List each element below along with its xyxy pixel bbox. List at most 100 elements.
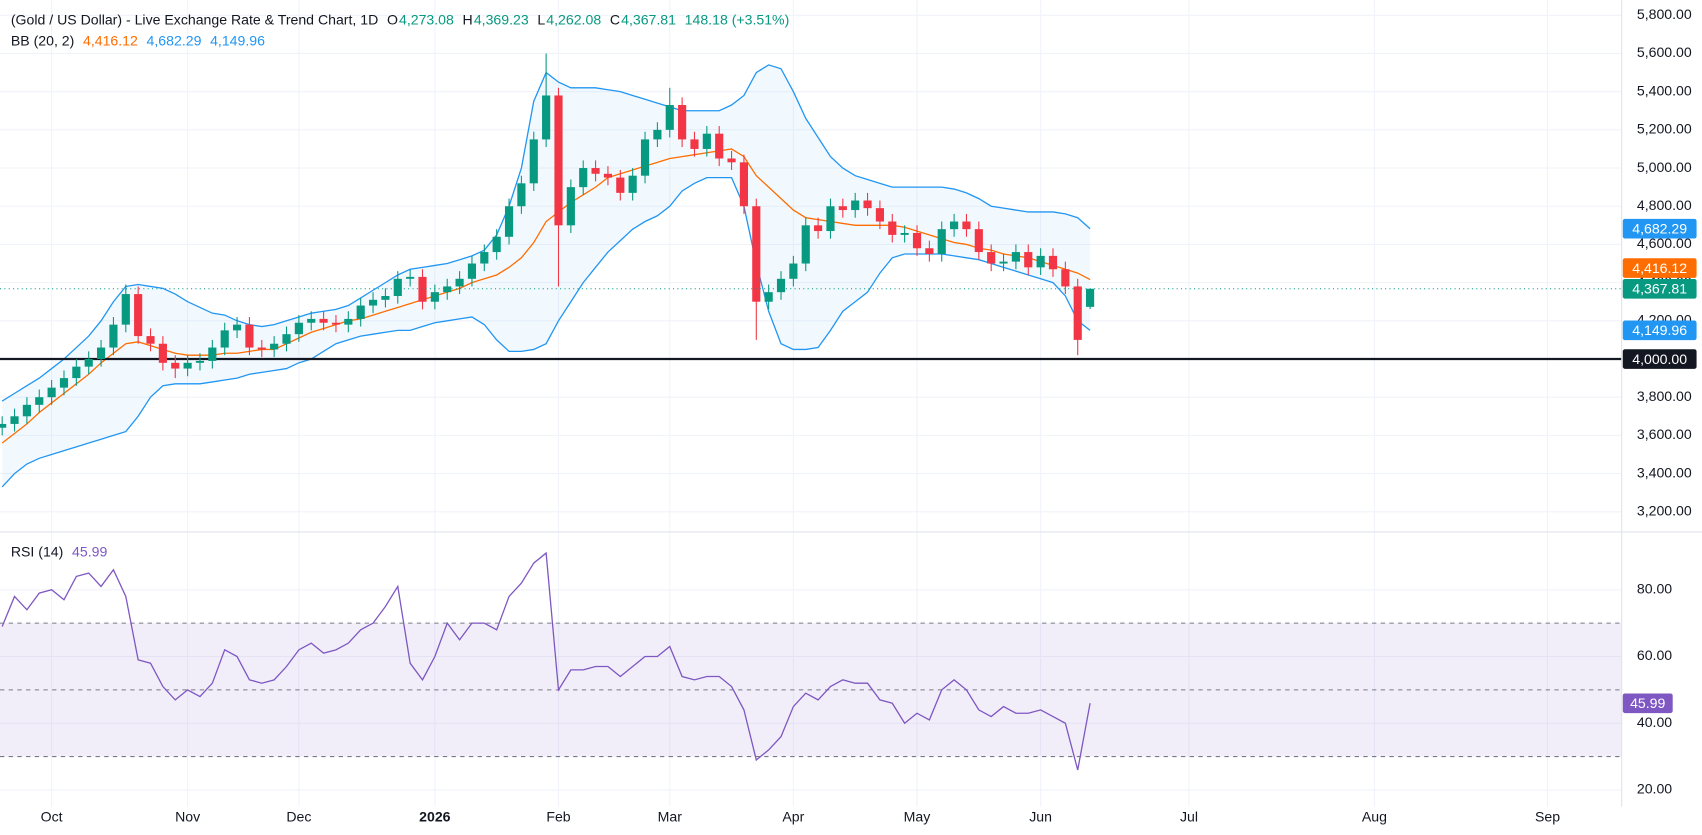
y-tick-label: 20.00 xyxy=(1637,781,1672,797)
indicator-name: BB (20, 2) xyxy=(11,32,74,48)
candle-body xyxy=(270,343,279,350)
legend: (Gold / US Dollar) - Live Exchange Rate … xyxy=(11,11,789,27)
candle-body xyxy=(331,322,341,325)
candle-body xyxy=(826,206,835,232)
candle-body xyxy=(245,324,254,348)
band-fill xyxy=(2,64,1091,487)
candle-body xyxy=(72,366,81,379)
rsi-badge-label: 45.99 xyxy=(1630,695,1665,711)
candle-body xyxy=(875,208,884,222)
candle-body xyxy=(109,324,118,348)
price-badge xyxy=(1622,278,1697,299)
candle-body xyxy=(962,221,971,230)
rsi-line xyxy=(1,551,1091,771)
candle-body xyxy=(504,206,514,237)
candle-body xyxy=(1086,288,1095,307)
indicator-legend: BB (20, 2) 4,416.12 4,682.29 4,149.96 xyxy=(11,32,265,48)
candle-body xyxy=(616,177,625,193)
y-tick-label: 5,800.00 xyxy=(1637,6,1692,22)
x-tick-label: 2026 xyxy=(419,808,450,824)
legend-value: 4,369.23 xyxy=(474,11,529,27)
candle-body xyxy=(789,263,798,279)
y-tick-label: 5,200.00 xyxy=(1637,121,1692,137)
candle-body xyxy=(566,187,575,226)
candle-body xyxy=(1011,252,1020,262)
x-tick-label: Feb xyxy=(546,808,570,824)
x-tick-label: Jun xyxy=(1029,808,1052,824)
candle-body xyxy=(35,397,44,405)
candle-body xyxy=(665,105,674,130)
chart-title: (Gold / US Dollar) - Live Exchange Rate … xyxy=(11,11,378,27)
rsi-badge xyxy=(1622,693,1673,714)
candle-body xyxy=(851,200,860,211)
rsi-legend: RSI (14) 45.99 xyxy=(11,543,108,559)
candle-body xyxy=(1036,255,1045,268)
candle-body xyxy=(294,322,303,335)
candle-body xyxy=(678,105,687,140)
price-badge-label: 4,682.29 xyxy=(1632,221,1687,237)
candle-body xyxy=(146,336,155,344)
candle-body xyxy=(381,295,390,300)
candle-body xyxy=(22,404,31,417)
band-line xyxy=(1,176,1091,488)
band-line xyxy=(1,148,1091,444)
candle-body xyxy=(999,261,1008,264)
y-tick-label: 5,000.00 xyxy=(1637,159,1692,175)
price-badge-label: 4,416.12 xyxy=(1632,260,1687,276)
price-badge xyxy=(1622,218,1697,239)
candle-body xyxy=(801,225,810,264)
candle-body xyxy=(134,294,143,337)
candle-body xyxy=(529,139,538,184)
y-tick-label: 5,600.00 xyxy=(1637,44,1692,60)
legend-value: 4,262.08 xyxy=(546,11,601,27)
legend-key: L xyxy=(537,11,545,27)
candle-body xyxy=(900,232,909,235)
candle-body xyxy=(937,229,946,254)
candle-body xyxy=(776,278,786,293)
candle-body xyxy=(208,347,217,361)
candle-body xyxy=(480,252,489,264)
candle-body xyxy=(727,158,736,163)
candle-body xyxy=(752,206,761,302)
x-tick-label: May xyxy=(904,808,932,824)
y-tick-label: 3,400.00 xyxy=(1637,464,1692,480)
y-tick-label: 4,600.00 xyxy=(1637,235,1692,251)
candle-body xyxy=(888,221,897,235)
price-badge-label: 4,367.81 xyxy=(1632,281,1687,297)
price-badge xyxy=(1622,320,1697,341)
candle-body xyxy=(838,206,847,211)
candle-body xyxy=(356,305,365,319)
candle-body xyxy=(183,362,192,369)
candle-body xyxy=(925,248,934,254)
x-tick-label: Mar xyxy=(658,808,683,824)
candle-body xyxy=(542,95,551,140)
candle-body xyxy=(220,330,229,348)
labels: Oct Nov Dec 2026 Feb Mar Apr May Jun Jul Aug Sep 3,2… xyxy=(11,6,1697,824)
legend-key: O xyxy=(387,11,398,27)
candle-body xyxy=(591,168,600,174)
candle-body xyxy=(393,278,402,296)
x-tick-label: Oct xyxy=(41,808,63,824)
candle-body xyxy=(10,416,19,424)
candle-body xyxy=(282,334,291,344)
x-tick-label: Nov xyxy=(175,808,201,824)
candle-body xyxy=(814,225,823,232)
candle-body xyxy=(739,162,749,207)
indicator-value: 4,682.29 xyxy=(147,32,202,48)
candle-body xyxy=(715,133,724,159)
candle-body xyxy=(319,318,328,323)
indicator-value: 4,149.96 xyxy=(210,32,265,48)
x-tick-label: Aug xyxy=(1362,808,1387,824)
price-badge-label: 4,000.00 xyxy=(1632,351,1687,367)
x-tick-label: Apr xyxy=(782,808,804,824)
candle-body xyxy=(195,360,205,363)
candle-body xyxy=(406,276,415,279)
x-tick-label: Jul xyxy=(1180,808,1198,824)
candle-body xyxy=(1048,255,1058,270)
candle-body xyxy=(702,133,711,149)
candle-body xyxy=(96,347,106,360)
candle-body xyxy=(1073,286,1082,340)
